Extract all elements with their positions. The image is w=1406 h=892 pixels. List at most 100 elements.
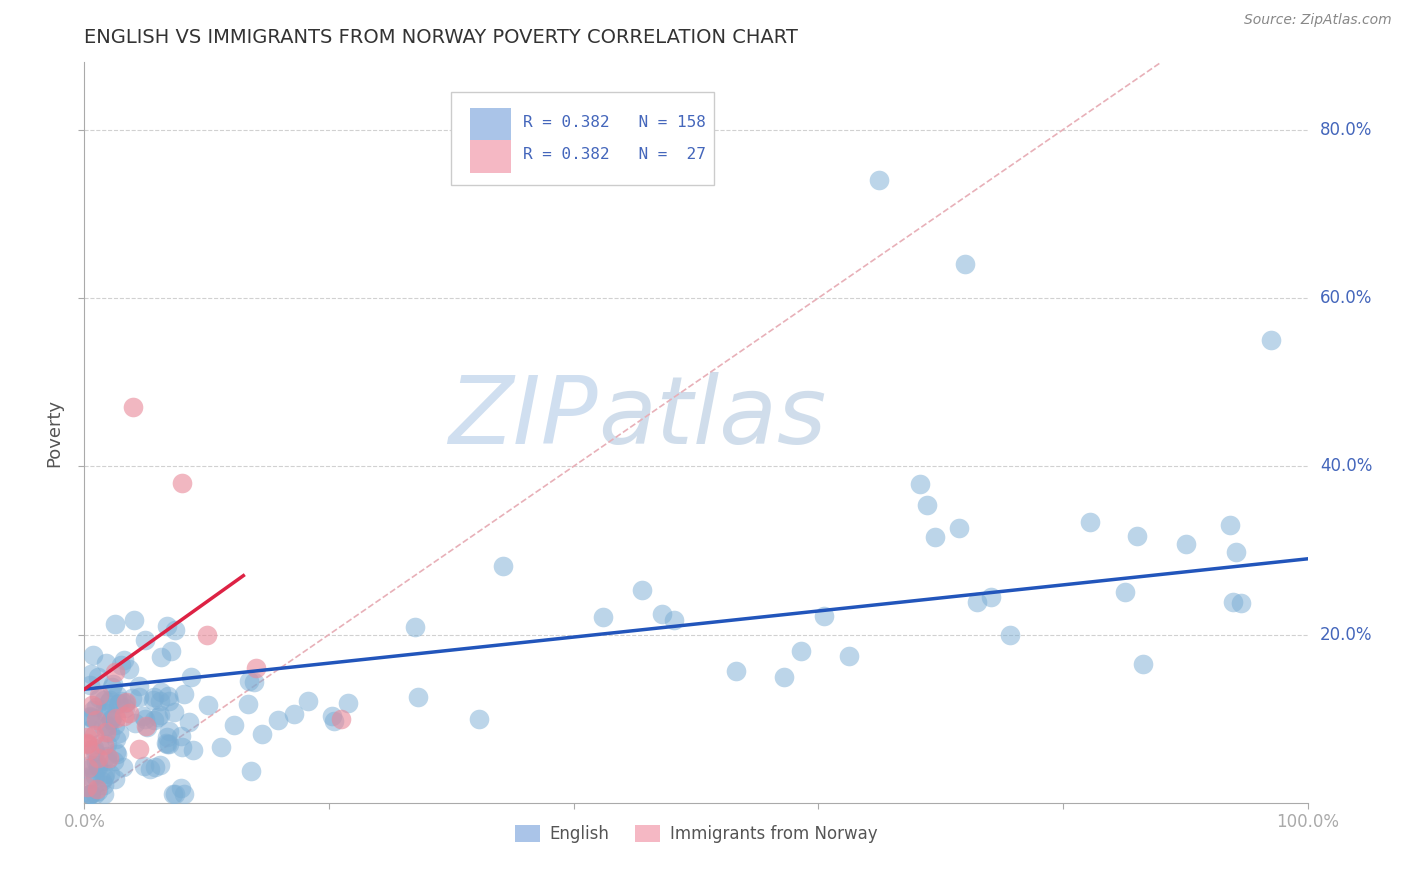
Point (651, 607, 673, 622)
Point (238, 697, 260, 711)
Point (162, 788, 184, 802)
Point (110, 694, 132, 708)
Point (98, 693, 121, 707)
Point (1132, 657, 1154, 671)
Point (118, 706, 141, 721)
Point (94, 656, 117, 670)
Point (157, 724, 180, 739)
Point (238, 673, 260, 688)
Point (101, 677, 124, 691)
Point (104, 616, 127, 631)
Point (91, 774, 114, 789)
Point (197, 698, 219, 713)
Point (103, 754, 125, 768)
Point (124, 716, 146, 731)
Point (104, 665, 127, 680)
Point (283, 706, 305, 721)
Point (76, 730, 98, 744)
Point (222, 717, 245, 731)
Point (107, 726, 129, 740)
Point (142, 693, 165, 707)
Point (773, 670, 796, 684)
Point (170, 739, 193, 754)
Point (908, 476, 931, 491)
Point (156, 730, 179, 744)
Point (813, 609, 835, 624)
Point (160, 643, 183, 657)
Point (1175, 536, 1198, 550)
Point (838, 649, 860, 664)
Point (101, 710, 124, 724)
Point (157, 694, 180, 708)
Point (924, 530, 946, 544)
Point (96, 748, 118, 763)
Point (165, 788, 187, 802)
Point (118, 662, 141, 676)
Point (998, 627, 1021, 641)
Text: ZIP: ZIP (449, 372, 598, 463)
Point (181, 743, 204, 757)
Point (148, 758, 170, 772)
Point (86, 781, 108, 796)
Point (87, 691, 110, 706)
Point (725, 665, 748, 679)
Y-axis label: Poverty: Poverty (45, 399, 63, 467)
Point (177, 715, 200, 730)
Point (79, 788, 101, 802)
Point (631, 582, 654, 597)
Point (243, 674, 266, 689)
Point (114, 701, 136, 715)
Point (121, 690, 143, 705)
Point (104, 717, 127, 731)
Point (101, 681, 124, 695)
Point (96, 737, 118, 751)
Point (89, 688, 111, 702)
Point (87, 669, 110, 683)
Point (122, 614, 145, 628)
Point (84, 755, 107, 769)
Point (170, 729, 193, 743)
Point (79, 757, 101, 772)
Point (953, 257, 976, 271)
Point (149, 694, 172, 708)
Point (128, 742, 150, 756)
Point (98, 726, 121, 740)
Point (173, 687, 195, 701)
Point (173, 788, 195, 802)
Text: 20.0%: 20.0% (1320, 625, 1372, 643)
Point (143, 760, 166, 774)
Point (134, 712, 156, 726)
Point (100, 712, 122, 726)
Point (128, 690, 150, 704)
Point (105, 710, 128, 724)
Point (330, 712, 353, 726)
Point (94, 701, 117, 715)
Point (79, 709, 101, 723)
Point (84, 769, 107, 783)
Legend: English, Immigrants from Norway: English, Immigrants from Norway (508, 819, 884, 850)
Point (79, 788, 101, 802)
Point (170, 781, 193, 796)
Point (105, 747, 128, 762)
Point (209, 740, 232, 755)
Point (84, 700, 107, 714)
FancyBboxPatch shape (451, 92, 714, 185)
Point (79, 772, 101, 786)
Point (107, 698, 129, 712)
Point (156, 738, 179, 752)
Point (122, 401, 145, 415)
Point (115, 696, 138, 710)
Point (165, 623, 187, 637)
Point (108, 696, 131, 710)
Point (245, 661, 267, 675)
Point (468, 712, 491, 726)
Point (80, 667, 103, 681)
Point (111, 760, 134, 774)
Point (406, 690, 429, 705)
Point (77, 761, 100, 775)
Point (134, 759, 156, 773)
Point (149, 708, 172, 723)
Point (1260, 333, 1282, 347)
Point (1230, 596, 1253, 610)
Point (404, 620, 426, 634)
